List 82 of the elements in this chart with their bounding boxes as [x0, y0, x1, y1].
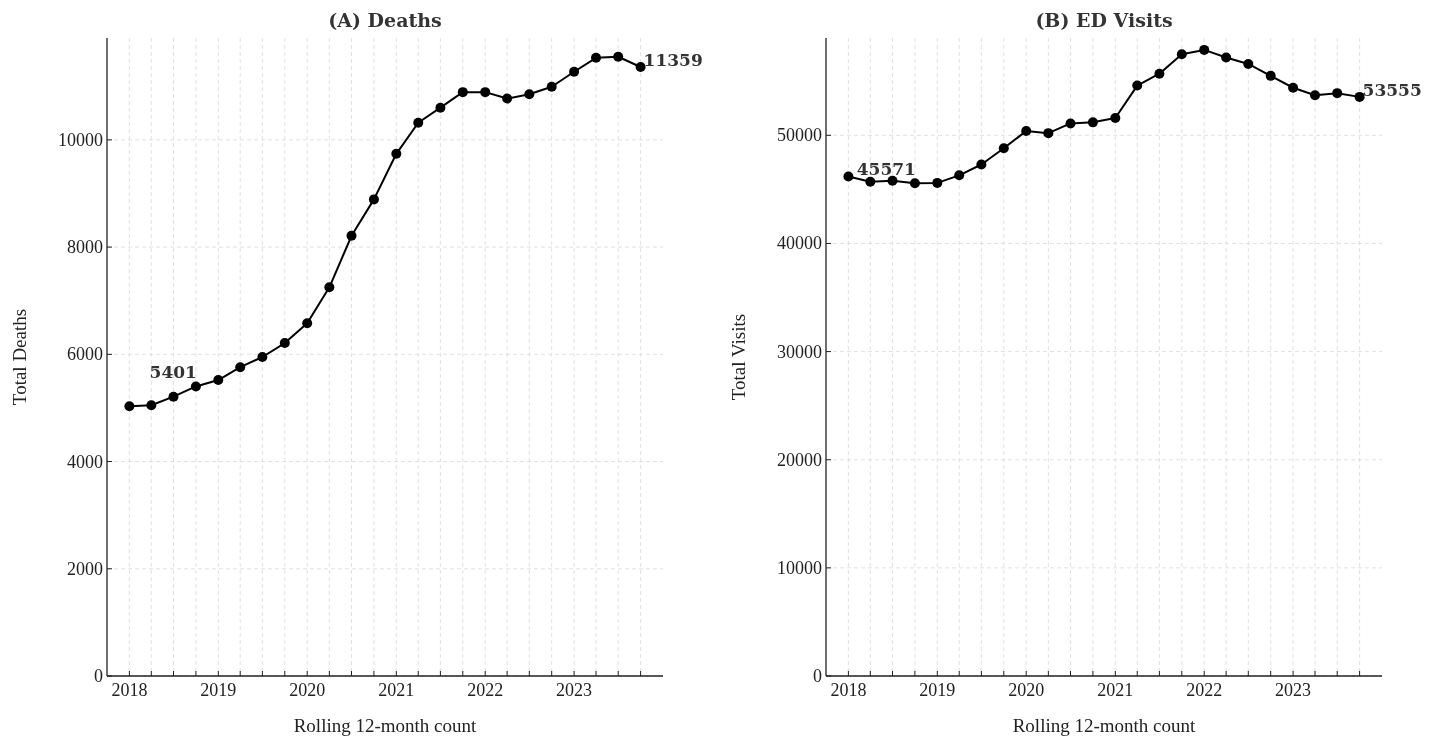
point [1154, 68, 1165, 79]
point [569, 66, 580, 77]
x-axis-title: Rolling 12-month count [1012, 715, 1197, 736]
x-tick-label: 2023 [556, 680, 593, 700]
point [1087, 117, 1098, 128]
point [213, 375, 224, 386]
point [302, 318, 313, 329]
point [190, 381, 201, 392]
annotation: 45571 [856, 159, 916, 180]
x-tick-label: 2018 [830, 680, 867, 700]
point [1243, 58, 1254, 69]
chart-title: (A) Deaths [328, 9, 442, 31]
x-axis-title: Rolling 12-month count [293, 715, 478, 736]
point [1065, 118, 1076, 129]
y-tick-label: 30000 [777, 341, 822, 362]
point [932, 177, 943, 188]
point [954, 170, 965, 181]
x-tick-label: 2019 [919, 680, 956, 700]
x-tick-label: 2019 [200, 680, 237, 700]
chart-title: (B) ED Visits [1035, 9, 1173, 31]
point [998, 143, 1009, 154]
point [1265, 70, 1276, 81]
y-tick-label: 40000 [777, 233, 822, 254]
point [279, 338, 290, 349]
point [1132, 80, 1143, 91]
point [146, 400, 157, 411]
annotation: 53555 [1362, 79, 1422, 100]
x-tick-label: 2021 [378, 680, 415, 700]
point [124, 401, 135, 412]
point [887, 175, 898, 186]
point [502, 93, 513, 104]
point [1110, 113, 1121, 124]
y-tick-label: 8000 [67, 237, 103, 258]
y-tick-label: 4000 [67, 451, 103, 472]
y-tick-label: 6000 [67, 344, 103, 365]
point [1310, 90, 1321, 101]
x-tick-label: 2018 [111, 680, 148, 700]
y-tick-label: 0 [94, 666, 103, 686]
x-tick-label: 2022 [467, 680, 504, 700]
point [635, 62, 646, 72]
y-tick-label: 0 [813, 666, 822, 686]
point [457, 87, 468, 98]
point [843, 171, 854, 182]
point [368, 194, 379, 205]
x-tick-label: 2023 [1275, 680, 1312, 700]
point [391, 148, 402, 159]
y-tick-label: 50000 [777, 125, 822, 146]
point [435, 102, 446, 113]
point [1288, 82, 1299, 93]
point [1221, 52, 1232, 63]
y-tick-label: 10000 [777, 557, 822, 578]
point [1199, 44, 1210, 55]
point [591, 52, 602, 63]
point [324, 282, 335, 293]
point [976, 159, 987, 170]
y-axis-title: Total Visits [728, 313, 749, 401]
point [257, 352, 268, 362]
point [480, 87, 491, 98]
point [346, 230, 357, 241]
x-tick-label: 2020 [289, 680, 326, 700]
point [413, 117, 424, 128]
point [1332, 88, 1343, 99]
y-axis-title: Total Deaths [9, 308, 30, 406]
point [909, 178, 920, 189]
point [1176, 49, 1187, 60]
point [1043, 128, 1054, 139]
x-tick-label: 2020 [1008, 680, 1045, 700]
point [865, 176, 876, 187]
y-tick-label: 2000 [67, 558, 103, 579]
point [1021, 126, 1032, 136]
point [1354, 91, 1365, 102]
point [613, 51, 624, 62]
annotation: 11359 [643, 50, 703, 70]
y-tick-label: 20000 [777, 449, 822, 470]
point [546, 81, 557, 92]
y-tick-label: 10000 [58, 129, 103, 150]
point [168, 391, 179, 402]
x-tick-label: 2022 [1186, 680, 1223, 700]
x-tick-label: 2021 [1097, 680, 1134, 700]
annotation: 5401 [149, 362, 197, 383]
point [524, 89, 535, 100]
point [235, 362, 246, 373]
